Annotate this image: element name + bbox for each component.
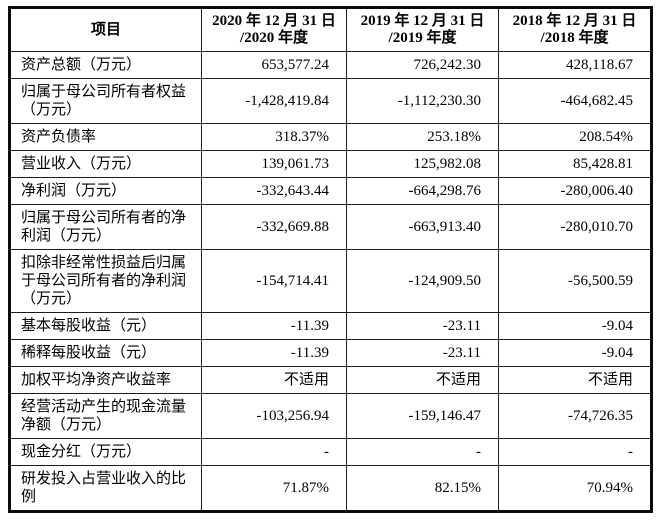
row-label: 基本每股收益（元）: [9, 312, 202, 340]
row-label: 归属于母公司所有者的净利润（万元）: [9, 204, 202, 250]
period-year-line: /2020 年度: [240, 30, 308, 46]
row-label: 稀释每股收益（元）: [9, 339, 202, 367]
table-row: 稀释每股收益（元） -11.39 -23.11 -9.04: [9, 339, 652, 367]
period-year-line: /2019 年度: [388, 30, 457, 46]
cell-value-2019: -664,298.76: [346, 177, 499, 205]
row-label: 现金分红（万元）: [9, 438, 202, 466]
cell-value-2018: -9.04: [498, 339, 652, 367]
cell-value-2020: -154,714.41: [201, 249, 347, 313]
table-row: 经营活动产生的现金流量净额（万元） -103,256.94 -159,146.4…: [9, 393, 652, 439]
cell-value-2018: 208.54%: [498, 123, 652, 151]
cell-value-2020: -332,669.88: [201, 204, 347, 250]
period-date-line: 2019 年 12 月 31 日: [360, 13, 485, 29]
cell-value-2019: -1,112,230.30: [346, 78, 499, 124]
cell-value-2019: -159,146.47: [346, 393, 499, 439]
cell-value-2018: -56,500.59: [498, 249, 652, 313]
cell-value-2020: 71.87%: [201, 465, 347, 512]
row-label: 扣除非经常性损益后归属于母公司所有者的净利润（万元）: [9, 249, 202, 313]
cell-value-2018: -74,726.35: [498, 393, 652, 439]
cell-value-2019: 82.15%: [346, 465, 499, 512]
cell-value-2018: 不适用: [498, 366, 652, 394]
table-row: 净利润（万元） -332,643.44 -664,298.76 -280,006…: [9, 177, 652, 205]
row-label: 营业收入（万元）: [9, 150, 202, 178]
cell-value-2020: 318.37%: [201, 123, 347, 151]
cell-value-2020: 653,577.24: [201, 51, 347, 79]
period-column-header-2020: 2020 年 12 月 31 日 /2020 年度: [201, 7, 347, 52]
table-row: 资产总额（万元） 653,577.24 726,242.30 428,118.6…: [9, 51, 652, 79]
cell-value-2020: -332,643.44: [201, 177, 347, 205]
row-label: 资产负债率: [9, 123, 202, 151]
cell-value-2019: -124,909.50: [346, 249, 499, 313]
cell-value-2018: -280,010.70: [498, 204, 652, 250]
cell-value-2019: 253.18%: [346, 123, 499, 151]
row-label: 研发投入占营业收入的比例: [9, 465, 202, 512]
table-row: 研发投入占营业收入的比例 71.87% 82.15% 70.94%: [9, 465, 652, 512]
row-label: 经营活动产生的现金流量净额（万元）: [9, 393, 202, 439]
period-year-line: /2018 年度: [540, 30, 609, 46]
cell-value-2019: -23.11: [346, 312, 499, 340]
cell-value-2019: -663,913.40: [346, 204, 499, 250]
cell-value-2020: -1,428,419.84: [201, 78, 347, 124]
cell-value-2019: 125,982.08: [346, 150, 499, 178]
period-column-header-2019: 2019 年 12 月 31 日 /2019 年度: [346, 7, 499, 52]
cell-value-2018: -280,006.40: [498, 177, 652, 205]
cell-value-2018: 428,118.67: [498, 51, 652, 79]
period-column-header-2018: 2018 年 12 月 31 日 /2018 年度: [498, 7, 652, 52]
table-row: 现金分红（万元） - - -: [9, 438, 652, 466]
cell-value-2019: -23.11: [346, 339, 499, 367]
cell-value-2020: -11.39: [201, 312, 347, 340]
item-column-header: 项目: [9, 7, 202, 52]
financial-summary-table: 项目 2020 年 12 月 31 日 /2020 年度 2019 年 12 月…: [8, 6, 653, 513]
cell-value-2019: -: [346, 438, 499, 466]
table-row: 资产负债率 318.37% 253.18% 208.54%: [9, 123, 652, 151]
cell-value-2018: -9.04: [498, 312, 652, 340]
cell-value-2019: 726,242.30: [346, 51, 499, 79]
table-row: 归属于母公司所有者权益（万元） -1,428,419.84 -1,112,230…: [9, 78, 652, 124]
row-label: 净利润（万元）: [9, 177, 202, 205]
table-row: 加权平均净资产收益率 不适用 不适用 不适用: [9, 366, 652, 394]
cell-value-2020: 不适用: [201, 366, 347, 394]
row-label: 加权平均净资产收益率: [9, 366, 202, 394]
cell-value-2018: -: [498, 438, 652, 466]
row-label: 资产总额（万元）: [9, 51, 202, 79]
table-row: 归属于母公司所有者的净利润（万元） -332,669.88 -663,913.4…: [9, 204, 652, 250]
cell-value-2020: 139,061.73: [201, 150, 347, 178]
cell-value-2020: -11.39: [201, 339, 347, 367]
table-row: 营业收入（万元） 139,061.73 125,982.08 85,428.81: [9, 150, 652, 178]
cell-value-2019: 不适用: [346, 366, 499, 394]
cell-value-2020: -: [201, 438, 347, 466]
cell-value-2018: -464,682.45: [498, 78, 652, 124]
cell-value-2018: 70.94%: [498, 465, 652, 512]
table-row: 扣除非经常性损益后归属于母公司所有者的净利润（万元） -154,714.41 -…: [9, 249, 652, 313]
header-row: 项目 2020 年 12 月 31 日 /2020 年度 2019 年 12 月…: [9, 7, 652, 52]
table-row: 基本每股收益（元） -11.39 -23.11 -9.04: [9, 312, 652, 340]
period-date-line: 2020 年 12 月 31 日: [212, 13, 336, 29]
row-label: 归属于母公司所有者权益（万元）: [9, 78, 202, 124]
cell-value-2020: -103,256.94: [201, 393, 347, 439]
period-date-line: 2018 年 12 月 31 日: [512, 13, 637, 29]
cell-value-2018: 85,428.81: [498, 150, 652, 178]
